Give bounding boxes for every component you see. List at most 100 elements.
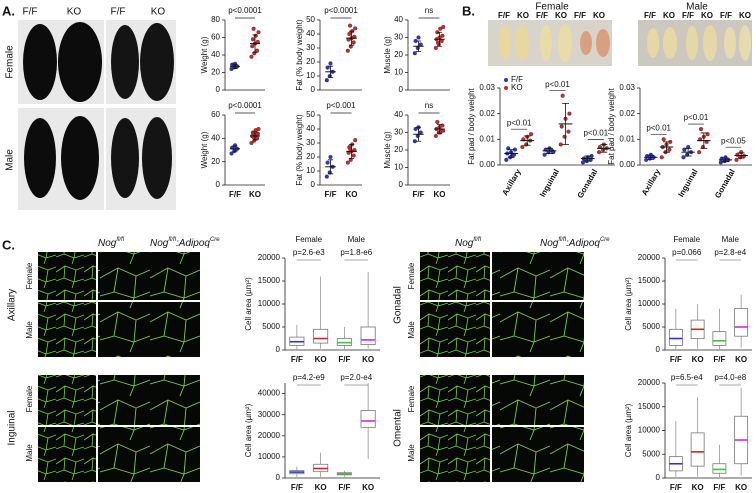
x-tick-label: KO: [692, 355, 704, 364]
column-label: F/F: [644, 11, 656, 20]
annotation: p=1.8-e6: [340, 248, 372, 257]
data-point: [348, 157, 353, 162]
x-tick-label: F/F: [713, 355, 725, 364]
data-point: [441, 24, 446, 30]
column-header: Nogfl/fl:AdipoqCre: [540, 237, 610, 249]
y-axis-label: Fat pad / body weight: [607, 87, 616, 164]
data-point: [435, 40, 441, 45]
data-point: [353, 138, 358, 143]
x-tick-label: KO: [692, 483, 704, 492]
data-point: [347, 31, 352, 37]
fat-pad: [515, 25, 529, 61]
data-point: [435, 119, 440, 125]
annotation: ns: [425, 6, 433, 15]
fat-pad: [739, 25, 751, 61]
x-tick-label: F/F: [229, 190, 241, 199]
error-bar: [252, 34, 258, 53]
data-point: [661, 137, 666, 142]
y-tick-label: 30: [394, 128, 403, 137]
row-label: Male: [25, 444, 34, 462]
y-tick-label: 0: [656, 345, 661, 354]
annotation: p<0.0001: [228, 6, 262, 15]
panel-label: C.: [2, 237, 15, 252]
fat-pad: [596, 29, 610, 57]
error-bar: [415, 126, 422, 142]
y-tick-label: 0: [656, 473, 661, 482]
data-point: [347, 23, 353, 28]
data-point: [560, 93, 565, 98]
annotation: p=2.6-e3: [293, 248, 325, 257]
column-label: F/F: [574, 11, 586, 20]
y-tick-label: 5000: [642, 322, 660, 331]
data-point: [351, 153, 356, 158]
data-point: [249, 140, 254, 146]
row-label: Male: [407, 321, 416, 339]
annotation: p=2.0-e4: [340, 373, 372, 382]
column-label: KO: [663, 11, 675, 20]
mouse: [61, 116, 99, 200]
column-label: KO: [67, 7, 82, 18]
row-label: Male: [5, 149, 16, 171]
data-point: [324, 78, 329, 83]
micrograph: [420, 375, 490, 425]
y-tick-label: 10: [394, 163, 403, 172]
data-point: [253, 33, 258, 38]
annotation: p<0.01: [684, 113, 709, 122]
micrograph: [492, 375, 584, 425]
error-bar: [647, 154, 655, 160]
error-bar: [415, 40, 422, 52]
error-bar: [327, 65, 334, 78]
fat-pad: [499, 26, 511, 60]
micrograph: [420, 252, 490, 300]
y-tick-label: 0: [399, 85, 404, 94]
y-tick-label: 0.03: [619, 83, 635, 92]
mouse: [23, 24, 57, 100]
column-label: KO: [151, 7, 166, 18]
column-header: Nogfl/fl:AdipoqCre: [150, 237, 220, 249]
data-point: [347, 146, 353, 151]
y-tick-label: 10000: [258, 299, 281, 308]
box: [734, 308, 749, 337]
header-part: :Adipoq: [176, 238, 210, 249]
micrograph: [492, 252, 584, 300]
header-part: fl/fl: [168, 237, 176, 243]
y-tick-label: 0.01: [479, 134, 495, 143]
column-header: Nogfl/fl: [455, 237, 482, 249]
y-axis-label: Muscle (g): [383, 131, 392, 169]
x-tick-label: KO: [434, 190, 446, 199]
legend-marker: [504, 78, 508, 82]
y-tick-label: 20000: [638, 378, 661, 387]
y-axis-label: Cell area (µm²): [624, 277, 633, 331]
error-bar: [348, 144, 355, 159]
mouse: [111, 25, 139, 99]
header-part: :Adipoq: [566, 238, 600, 249]
group-label: Female: [295, 235, 322, 244]
mouse: [111, 118, 139, 198]
data-point: [251, 26, 256, 31]
x-tick-label: KO: [315, 355, 327, 364]
x-tick-label: KO: [362, 355, 374, 364]
error-bar: [436, 124, 443, 134]
box: [712, 463, 727, 474]
box: [690, 432, 705, 467]
panel-label: A.: [2, 3, 15, 18]
box: [313, 328, 329, 344]
annotation: p<0.0001: [228, 101, 262, 110]
error-bar: [436, 31, 443, 47]
axis: [224, 115, 265, 186]
data-point: [597, 150, 602, 155]
box: [360, 326, 376, 345]
y-tick-label: 40000: [258, 389, 281, 398]
data-point: [250, 44, 255, 49]
row-label: Male: [407, 444, 416, 462]
micrograph: [492, 427, 584, 482]
micrograph: [38, 375, 96, 425]
data-point: [256, 30, 261, 35]
error-bar: [327, 159, 334, 175]
box: [668, 328, 683, 346]
x-tick-label: F/F: [413, 190, 425, 199]
error-bar: [523, 135, 531, 146]
y-tick-label: 10: [306, 166, 315, 175]
y-tick-label: 0: [276, 345, 281, 354]
data-point: [504, 157, 509, 162]
